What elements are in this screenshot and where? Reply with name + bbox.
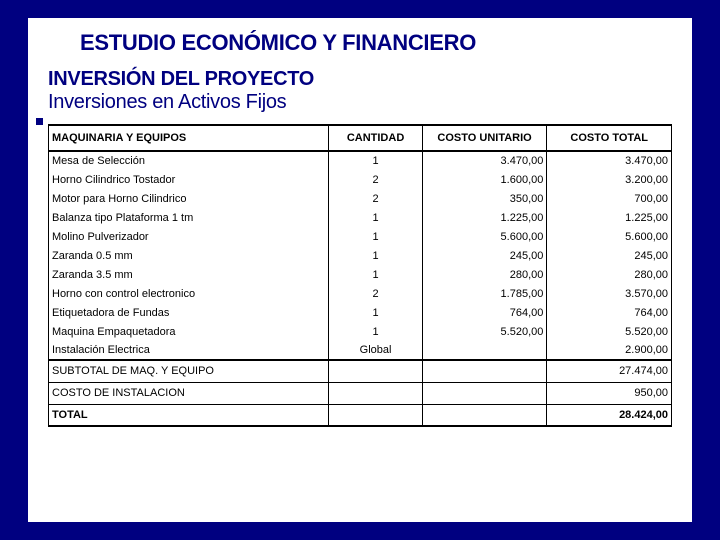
install-row: COSTO DE INSTALACION 950,00 [49, 382, 672, 404]
cell-qty: 1 [329, 322, 422, 341]
cell-total: 3.570,00 [547, 284, 672, 303]
slide: ESTUDIO ECONÓMICO Y FINANCIERO INVERSIÓN… [28, 18, 692, 522]
cell-desc: Horno Cilindrico Tostador [49, 170, 329, 189]
cell-qty: 1 [329, 227, 422, 246]
cell-qty: 1 [329, 246, 422, 265]
table-row: Molino Pulverizador15.600,005.600,00 [49, 227, 672, 246]
total-label: TOTAL [49, 404, 329, 426]
cell-total: 700,00 [547, 189, 672, 208]
header-qty: CANTIDAD [329, 125, 422, 151]
investment-table: MAQUINARIA Y EQUIPOS CANTIDAD COSTO UNIT… [48, 124, 672, 427]
cell-total: 5.520,00 [547, 322, 672, 341]
cell-unit: 1.600,00 [422, 170, 547, 189]
cell-empty [422, 360, 547, 382]
table-header-row: MAQUINARIA Y EQUIPOS CANTIDAD COSTO UNIT… [49, 125, 672, 151]
cell-empty [422, 404, 547, 426]
subtotal-row: SUBTOTAL DE MAQ. Y EQUIPO 27.474,00 [49, 360, 672, 382]
subtotal-value: 27.474,00 [547, 360, 672, 382]
cell-desc: Molino Pulverizador [49, 227, 329, 246]
cell-empty [329, 404, 422, 426]
cell-unit: 280,00 [422, 265, 547, 284]
cell-qty: 2 [329, 170, 422, 189]
cell-qty: 1 [329, 151, 422, 170]
subtotal-label: SUBTOTAL DE MAQ. Y EQUIPO [49, 360, 329, 382]
cell-empty [422, 382, 547, 404]
cell-total: 764,00 [547, 303, 672, 322]
table-row: Mesa de Selección13.470,003.470,00 [49, 151, 672, 170]
cell-unit: 764,00 [422, 303, 547, 322]
table-row: Zaranda 3.5 mm1280,00280,00 [49, 265, 672, 284]
cell-unit: 5.600,00 [422, 227, 547, 246]
cell-unit: 5.520,00 [422, 322, 547, 341]
cell-unit: 245,00 [422, 246, 547, 265]
total-value: 28.424,00 [547, 404, 672, 426]
cell-desc: Motor para Horno Cilindrico [49, 189, 329, 208]
cell-total: 245,00 [547, 246, 672, 265]
header-desc: MAQUINARIA Y EQUIPOS [49, 125, 329, 151]
cell-desc: Balanza tipo Plataforma 1 tm [49, 208, 329, 227]
cell-total: 280,00 [547, 265, 672, 284]
cell-empty [329, 382, 422, 404]
table-row: Maquina Empaquetadora15.520,005.520,00 [49, 322, 672, 341]
cell-qty: 1 [329, 265, 422, 284]
cell-total: 3.470,00 [547, 151, 672, 170]
cell-total: 1.225,00 [547, 208, 672, 227]
slide-title: ESTUDIO ECONÓMICO Y FINANCIERO [80, 30, 672, 56]
cell-total: 3.200,00 [547, 170, 672, 189]
slide-subtitle-2: Inversiones en Activos Fijos [48, 91, 672, 114]
install-value: 950,00 [547, 382, 672, 404]
table-row: Horno con control electronico21.785,003.… [49, 284, 672, 303]
table-row: Motor para Horno Cilindrico2350,00700,00 [49, 189, 672, 208]
cell-qty: 2 [329, 284, 422, 303]
cell-qty: 2 [329, 189, 422, 208]
table-row: Horno Cilindrico Tostador21.600,003.200,… [49, 170, 672, 189]
cell-desc: Horno con control electronico [49, 284, 329, 303]
header-unit: COSTO UNITARIO [422, 125, 547, 151]
total-row: TOTAL 28.424,00 [49, 404, 672, 426]
cell-unit: 1.785,00 [422, 284, 547, 303]
table-row: Etiquetadora de Fundas1764,00764,00 [49, 303, 672, 322]
install-label: COSTO DE INSTALACION [49, 382, 329, 404]
cell-total: 5.600,00 [547, 227, 672, 246]
cell-unit: 350,00 [422, 189, 547, 208]
cell-qty: 1 [329, 208, 422, 227]
cell-unit [422, 341, 547, 360]
cell-total: 2.900,00 [547, 341, 672, 360]
cell-desc: Zaranda 3.5 mm [49, 265, 329, 284]
cell-desc: Zaranda 0.5 mm [49, 246, 329, 265]
cell-desc: Maquina Empaquetadora [49, 322, 329, 341]
header-total: COSTO TOTAL [547, 125, 672, 151]
cell-desc: Etiquetadora de Fundas [49, 303, 329, 322]
cell-unit: 3.470,00 [422, 151, 547, 170]
cell-qty: Global [329, 341, 422, 360]
slide-subtitle-1: INVERSIÓN DEL PROYECTO [48, 68, 672, 91]
cell-unit: 1.225,00 [422, 208, 547, 227]
table-row: Balanza tipo Plataforma 1 tm11.225,001.2… [49, 208, 672, 227]
cell-qty: 1 [329, 303, 422, 322]
table-row: Instalación ElectricaGlobal 2.900,00 [49, 341, 672, 360]
cell-desc: Mesa de Selección [49, 151, 329, 170]
bullet-decor [36, 118, 43, 125]
cell-empty [329, 360, 422, 382]
table-row: Zaranda 0.5 mm1245,00245,00 [49, 246, 672, 265]
cell-desc: Instalación Electrica [49, 341, 329, 360]
